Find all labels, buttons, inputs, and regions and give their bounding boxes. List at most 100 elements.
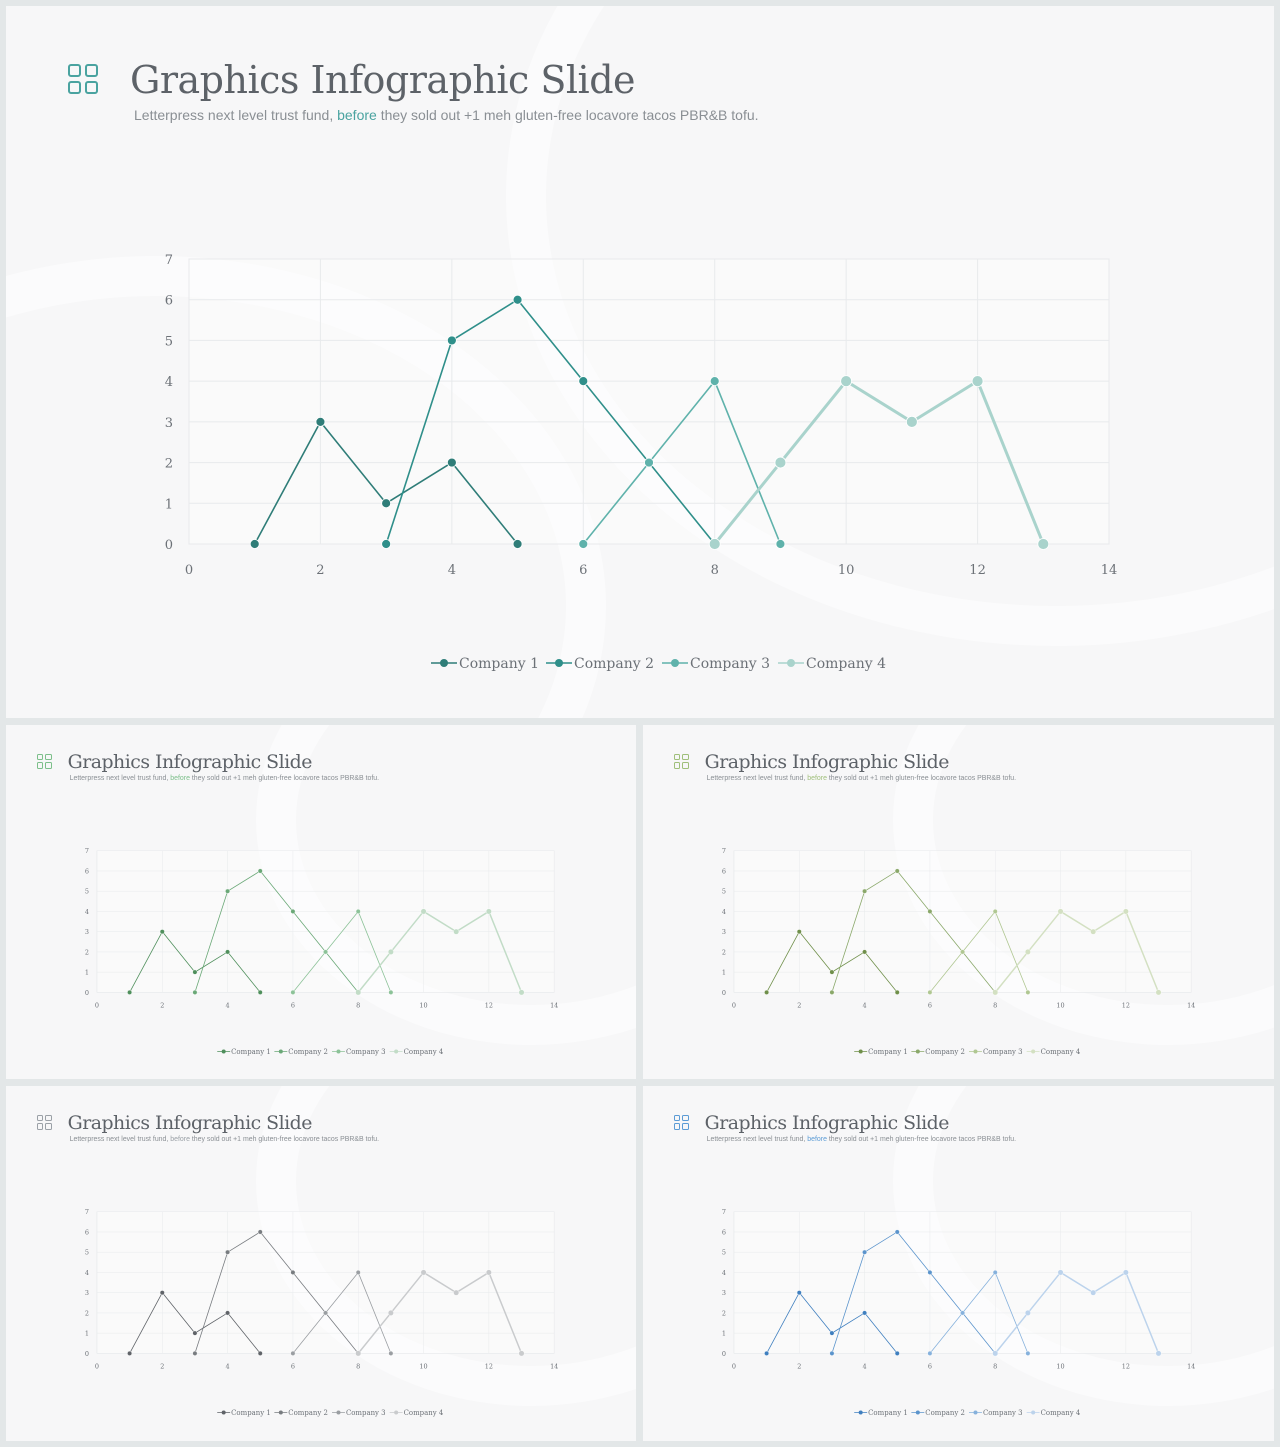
slide-title: Graphics Infographic Slide <box>704 1111 950 1134</box>
y-tick-label: 4 <box>722 908 726 916</box>
data-point <box>992 909 998 914</box>
slide-title: Graphics Infographic Slide <box>130 58 636 102</box>
data-point <box>992 1270 998 1275</box>
legend-item: Company 4 <box>778 656 886 672</box>
data-point <box>257 868 263 874</box>
legend-label: Company 1 <box>231 1048 271 1056</box>
data-point <box>453 928 460 935</box>
legend-item: Company 1 <box>217 1048 271 1056</box>
data-point <box>1122 1269 1129 1276</box>
data-point <box>192 1330 198 1336</box>
data-point <box>796 929 802 935</box>
legend-swatch-dot <box>973 1410 978 1415</box>
data-point <box>829 989 835 995</box>
x-tick-label: 14 <box>550 1362 558 1370</box>
series-line <box>929 1272 1029 1354</box>
legend-item: Company 3 <box>969 1409 1023 1417</box>
legend-label: Company 3 <box>983 1409 1023 1417</box>
data-point <box>775 539 786 549</box>
x-tick-label: 14 <box>1101 563 1118 578</box>
x-tick-label: 0 <box>732 1362 736 1370</box>
data-point <box>453 1289 460 1296</box>
x-tick-label: 12 <box>485 1362 493 1370</box>
data-point <box>1122 908 1129 915</box>
series-3 <box>290 909 394 995</box>
legend-item: Company 3 <box>969 1048 1023 1056</box>
x-tick-label: 10 <box>419 1001 427 1009</box>
x-tick-label: 2 <box>797 1362 801 1370</box>
data-point <box>796 1290 802 1296</box>
data-point <box>1057 1269 1064 1276</box>
legend-label: Company 4 <box>404 1409 444 1417</box>
legend-label: Company 1 <box>231 1409 271 1417</box>
data-point <box>257 1350 263 1356</box>
series-1 <box>764 1290 900 1356</box>
legend: Company 1 Company 2 Company 3 Company 4 <box>854 1048 1081 1056</box>
y-tick-label: 5 <box>85 888 89 896</box>
data-point <box>127 989 133 995</box>
data-point <box>1025 989 1031 995</box>
legend-swatch-dot <box>278 1410 283 1415</box>
subtitle-highlight: before <box>807 775 827 783</box>
series-3 <box>578 376 786 549</box>
slide-blue: Graphics Infographic Slide Letterpress ne… <box>643 1086 1274 1441</box>
subtitle-highlight: before <box>337 107 377 123</box>
x-tick-label: 10 <box>1056 1001 1064 1009</box>
subtitle-highlight: before <box>807 1136 827 1144</box>
x-tick-label: 4 <box>448 563 456 578</box>
series-3 <box>927 1270 1031 1356</box>
data-point <box>862 888 868 894</box>
data-point <box>387 948 394 955</box>
legend-label: Company 2 <box>925 1048 965 1056</box>
y-tick-label: 4 <box>165 375 173 390</box>
legend-swatch-dot <box>671 659 679 667</box>
series-line <box>831 870 996 993</box>
y-tick-label: 1 <box>722 1330 726 1338</box>
data-point <box>192 989 198 995</box>
data-point <box>862 949 868 955</box>
data-point <box>1057 908 1064 915</box>
legend-label: Company 3 <box>983 1048 1023 1056</box>
data-point <box>518 989 525 996</box>
legend-swatch-dot <box>394 1410 399 1415</box>
series-line <box>357 910 523 993</box>
legend: Company 1 Company 2 Company 3 Company 4 <box>431 656 886 672</box>
data-point <box>381 539 392 549</box>
data-point <box>829 969 835 975</box>
series-4 <box>708 375 1050 550</box>
data-point <box>315 416 326 427</box>
series-line <box>929 911 1029 993</box>
y-tick-label: 2 <box>722 948 726 956</box>
data-point <box>829 1350 835 1356</box>
slide-green: Graphics Infographic Slide Letterpress ne… <box>6 725 636 1079</box>
y-tick-label: 3 <box>85 928 89 936</box>
series-4 <box>992 908 1162 996</box>
legend-item: Company 1 <box>854 1409 908 1417</box>
legend-swatch-dot <box>440 659 448 667</box>
slide-title: Graphics Infographic Slide <box>67 750 313 773</box>
x-tick-label: 2 <box>160 1001 164 1009</box>
legend-item: Company 4 <box>389 1409 444 1417</box>
grid <box>96 850 555 993</box>
y-tick-label: 6 <box>165 294 173 309</box>
y-tick-label: 7 <box>85 847 89 855</box>
data-point <box>512 539 523 549</box>
data-point <box>159 1290 165 1296</box>
data-point <box>257 1229 263 1235</box>
legend-label: Company 3 <box>346 1409 386 1417</box>
y-tick-label: 5 <box>722 1249 726 1257</box>
legend-swatch-dot <box>221 1049 226 1054</box>
x-tick-label: 6 <box>291 1001 295 1009</box>
legend-label: Company 2 <box>574 656 654 672</box>
data-point <box>840 375 853 388</box>
data-point <box>290 909 296 914</box>
legend-swatch-dot <box>1031 1410 1036 1415</box>
legend-item: Company 1 <box>217 1409 271 1417</box>
x-tick-label: 12 <box>485 1001 493 1009</box>
data-point <box>355 1270 361 1275</box>
data-point <box>927 1350 933 1356</box>
legend-swatch-dot <box>973 1049 978 1054</box>
data-point <box>192 969 198 975</box>
series-line <box>357 1271 523 1354</box>
